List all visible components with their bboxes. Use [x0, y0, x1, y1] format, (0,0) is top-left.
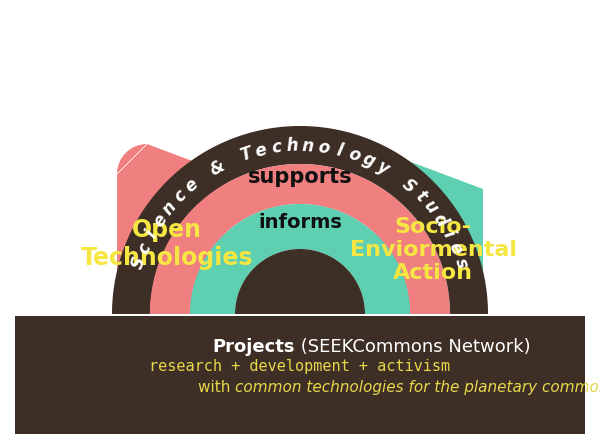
Polygon shape — [190, 204, 410, 314]
Text: i: i — [439, 227, 458, 240]
Text: o: o — [317, 138, 331, 157]
Text: common technologies for the planetary commons: common technologies for the planetary co… — [235, 380, 600, 395]
Text: S: S — [129, 254, 149, 271]
Text: e: e — [181, 174, 202, 196]
Text: (SEEKCommons Network): (SEEKCommons Network) — [295, 337, 530, 355]
Bar — [15, 316, 585, 434]
Polygon shape — [235, 250, 365, 314]
Polygon shape — [112, 127, 488, 314]
Text: n: n — [158, 197, 180, 218]
Text: &: & — [206, 156, 228, 179]
Polygon shape — [150, 164, 450, 314]
Text: i: i — [142, 227, 161, 240]
Text: g: g — [359, 150, 378, 171]
Text: T: T — [238, 144, 254, 165]
Polygon shape — [373, 160, 483, 314]
Text: e: e — [253, 140, 269, 160]
Text: y: y — [374, 157, 392, 178]
Text: with: with — [198, 380, 235, 395]
Text: c: c — [271, 138, 283, 157]
Text: research + development + activism: research + development + activism — [149, 358, 451, 374]
Text: supports: supports — [248, 167, 352, 187]
Text: l: l — [334, 141, 344, 160]
Text: e: e — [149, 210, 170, 230]
Text: Socio-
Enviormental
Action: Socio- Enviormental Action — [350, 216, 517, 283]
Polygon shape — [117, 145, 227, 314]
Text: e: e — [445, 239, 466, 256]
Text: s: s — [451, 255, 471, 270]
Text: t: t — [411, 187, 430, 205]
Text: u: u — [420, 197, 442, 218]
Text: Projects: Projects — [212, 337, 295, 355]
Text: c: c — [134, 240, 155, 256]
Text: c: c — [170, 186, 190, 206]
Text: Open
Technologies: Open Technologies — [81, 217, 253, 269]
Text: o: o — [346, 144, 362, 165]
Text: d: d — [430, 210, 451, 230]
Text: informs: informs — [258, 213, 342, 231]
Text: n: n — [302, 137, 314, 155]
Text: h: h — [286, 137, 298, 155]
Text: S: S — [398, 174, 419, 196]
